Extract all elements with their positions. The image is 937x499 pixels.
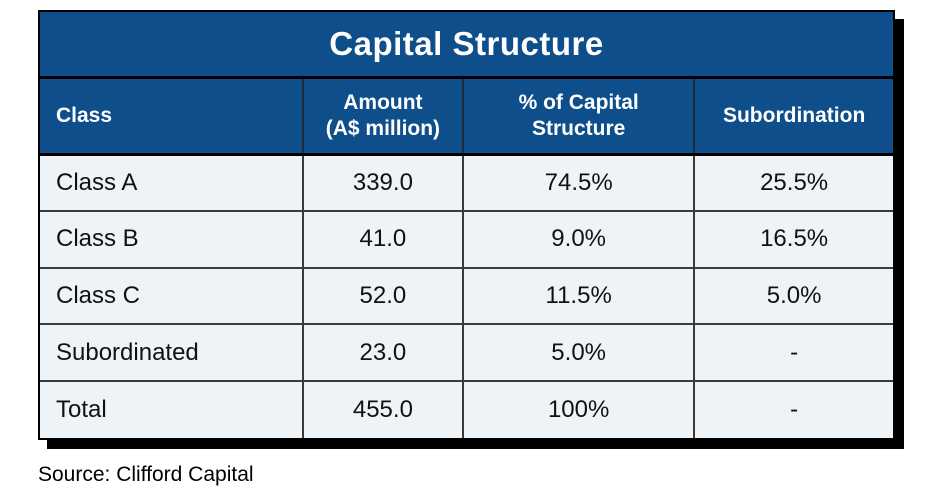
header-row: Class Amount (A$ million) % of Capital S…	[40, 79, 893, 156]
cell-amount: 339.0	[301, 154, 464, 211]
col-header-amount: Amount (A$ million)	[301, 79, 464, 156]
table-row: Total 455.0 100% -	[40, 380, 893, 438]
table-row: Class B 41.0 9.0% 16.5%	[40, 209, 893, 268]
cell-amount: 23.0	[301, 323, 464, 382]
col-header-class: Class	[40, 79, 303, 156]
table-row: Class C 52.0 11.5% 5.0%	[40, 266, 893, 325]
cell-subordination: 5.0%	[693, 266, 893, 325]
cell-class: Class C	[40, 266, 303, 325]
cell-pct: 100%	[462, 380, 695, 438]
cell-pct: 74.5%	[462, 154, 695, 211]
cell-class: Subordinated	[40, 323, 303, 382]
cell-class: Class B	[40, 209, 303, 268]
cell-class: Class A	[40, 154, 303, 211]
cell-subordination: -	[693, 323, 893, 382]
capital-structure-table: Capital Structure Class Amount (A$ milli…	[38, 10, 895, 440]
table-title: Capital Structure	[40, 12, 893, 79]
cell-pct: 9.0%	[462, 209, 695, 268]
table-body: Class A 339.0 74.5% 25.5% Class B 41.0 9…	[40, 154, 893, 438]
cell-pct: 5.0%	[462, 323, 695, 382]
col-header-pct-of-capital: % of Capital Structure	[462, 79, 695, 156]
source-note: Source: Clifford Capital	[38, 463, 254, 486]
cell-amount: 455.0	[301, 380, 464, 438]
cell-subordination: 16.5%	[693, 209, 893, 268]
cell-pct: 11.5%	[462, 266, 695, 325]
table-row: Class A 339.0 74.5% 25.5%	[40, 154, 893, 211]
cell-amount: 41.0	[301, 209, 464, 268]
data-table: Class Amount (A$ million) % of Capital S…	[40, 79, 893, 438]
col-header-subordination: Subordination	[693, 79, 893, 156]
table-header: Class Amount (A$ million) % of Capital S…	[40, 79, 893, 156]
cell-subordination: 25.5%	[693, 154, 893, 211]
cell-subordination: -	[693, 380, 893, 438]
table-row: Subordinated 23.0 5.0% -	[40, 323, 893, 382]
cell-class: Total	[40, 380, 303, 438]
cell-amount: 52.0	[301, 266, 464, 325]
